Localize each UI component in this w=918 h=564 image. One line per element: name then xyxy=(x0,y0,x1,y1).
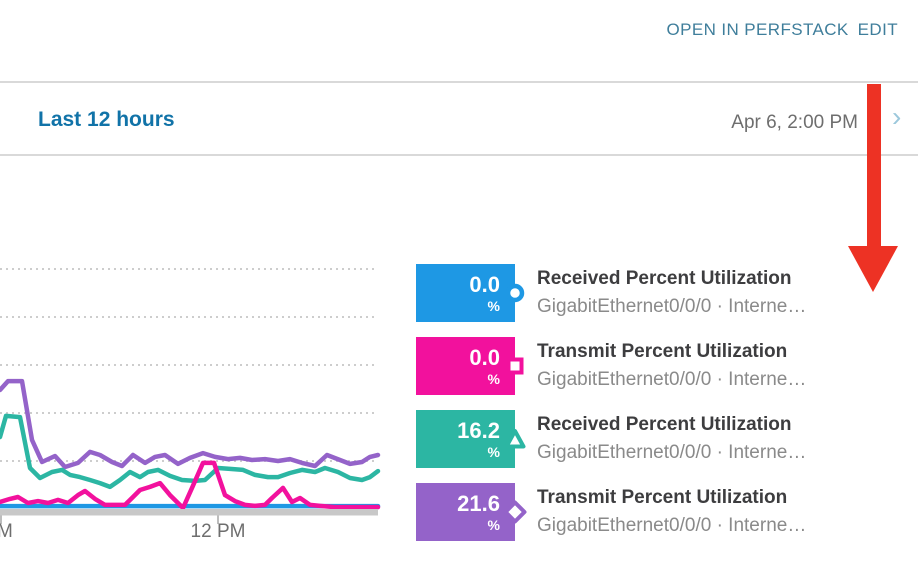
series-title: Received Percent Utilization xyxy=(537,414,792,435)
unit-label: % xyxy=(487,444,500,460)
current-value: 0.0 xyxy=(469,272,500,297)
x-axis-tick-label-left-clipped: M xyxy=(0,521,13,542)
legend-entry[interactable]: 0.0 % Transmit Percent Utilization Gigab… xyxy=(416,337,886,395)
legend-entry[interactable]: 0.0 % Received Percent Utilization Gigab… xyxy=(416,264,886,322)
top-divider xyxy=(0,81,918,83)
unit-label: % xyxy=(487,371,500,387)
square-marker-icon xyxy=(506,357,524,375)
series-subtitle: GigabitEthernet0/0/0 · Interne… xyxy=(537,296,807,317)
current-value: 0.0 xyxy=(469,345,500,370)
series-subtitle: GigabitEthernet0/0/0 · Interne… xyxy=(537,515,807,536)
series-subtitle: GigabitEthernet0/0/0 · Interne… xyxy=(537,442,807,463)
series-title: Transmit Percent Utilization xyxy=(537,341,788,362)
series-title: Received Percent Utilization xyxy=(537,268,792,289)
current-value: 21.6 xyxy=(457,491,500,516)
current-value: 16.2 xyxy=(457,418,500,443)
chevron-right-icon[interactable]: › xyxy=(892,101,902,132)
legend-text: Received Percent Utilization GigabitEthe… xyxy=(537,265,806,321)
legend-text: Transmit Percent Utilization GigabitEthe… xyxy=(537,338,806,394)
legend-entry[interactable]: 21.6 % Transmit Percent Utilization Giga… xyxy=(416,483,886,541)
diamond-marker-icon xyxy=(503,500,527,524)
edit-link[interactable]: EDIT xyxy=(857,20,898,39)
circle-marker-icon xyxy=(505,283,525,303)
unit-label: % xyxy=(487,517,500,533)
open-in-perfstack-link[interactable]: OPEN IN PERFSTACK xyxy=(666,20,849,39)
value-badge: 0.0 % xyxy=(416,337,515,395)
time-range-label: Last 12 hours xyxy=(38,108,175,131)
unit-label: % xyxy=(487,298,500,314)
timestamp-control[interactable]: Apr 6, 2:00 PM xyxy=(731,112,858,133)
series-subtitle: GigabitEthernet0/0/0 · Interne… xyxy=(537,369,807,390)
x-axis-tick-label-noon: 12 PM xyxy=(190,521,246,542)
utilization-line-chart[interactable] xyxy=(0,156,918,564)
value-badge: 0.0 % xyxy=(416,264,515,322)
legend-text: Transmit Percent Utilization GigabitEthe… xyxy=(537,484,806,540)
header-divider xyxy=(0,154,918,156)
chart-legend: 0.0 % Received Percent Utilization Gigab… xyxy=(416,264,886,556)
value-badge: 21.6 % xyxy=(416,483,515,541)
value-badge: 16.2 % xyxy=(416,410,515,468)
toolbar: OPEN IN PERFSTACK EDIT xyxy=(666,20,898,40)
legend-text: Received Percent Utilization GigabitEthe… xyxy=(537,411,806,467)
legend-entry[interactable]: 16.2 % Received Percent Utilization Giga… xyxy=(416,410,886,468)
triangle-marker-icon xyxy=(504,429,526,449)
series-title: Transmit Percent Utilization xyxy=(537,487,788,508)
